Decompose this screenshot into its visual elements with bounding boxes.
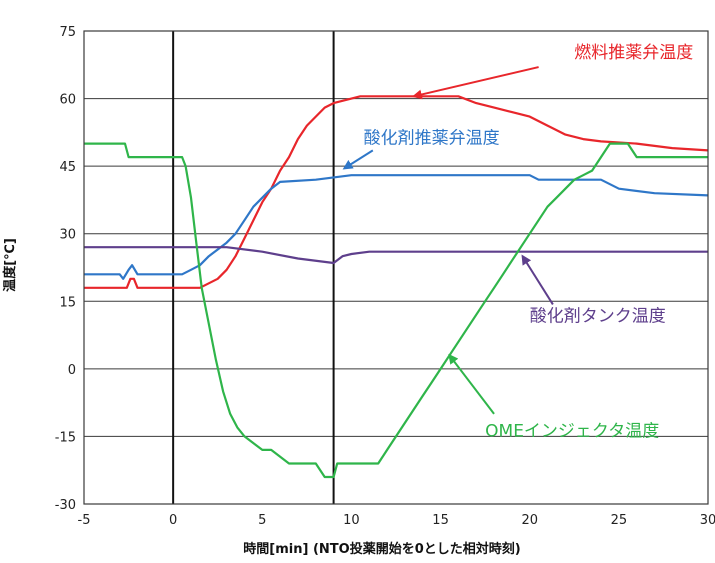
series-line-3 [84,246,708,265]
series-label-4: OMEインジェクタ温度 [485,421,659,441]
y-tick-label: 0 [68,363,76,378]
y-tick-label: 75 [59,25,76,40]
x-axis-label: 時間[min] (NTO投薬開始を0とした相対時刻) [243,541,520,557]
tick-labels: -30 -15 0 15 30 45 60 75 -5 0 5 10 15 20 25 30 [55,25,715,528]
plot-area-border [83,30,709,505]
x-tick-label: 5 [258,513,266,528]
series-label-1: 燃料推薬弁温度 [574,43,693,63]
annotation-arrow-1 [411,66,539,100]
x-tick-label: -5 [78,513,91,528]
x-tick-label: 10 [343,513,360,528]
annotation-arrow-2 [342,149,374,170]
series-label-3: 酸化剤タンク温度 [530,307,666,327]
vertical-marker-lines [172,31,335,504]
y-tick-label: 45 [59,160,76,175]
y-axis-label: 温度[℃] [2,238,18,292]
series-line-2 [84,174,709,280]
series-lines [84,95,709,479]
x-tick-label: 20 [521,513,538,528]
annotation-arrow-3 [521,254,554,305]
y-tick-label: 15 [59,295,76,310]
y-tick-label: -30 [55,498,76,513]
y-tick-label: -15 [55,430,76,445]
x-tick-label: 25 [611,513,628,528]
x-tick-label: 30 [700,513,715,528]
annotation-arrow-4 [448,353,495,415]
y-tick-label: 30 [59,228,76,243]
series-line-4 [84,142,708,479]
y-tick-label: 60 [59,93,76,108]
series-label-2: 酸化剤推薬弁温度 [364,129,500,149]
plot-frame [83,30,709,505]
x-tick-label: 0 [169,513,177,528]
x-tick-label: 15 [432,513,449,528]
series-line-1 [84,95,709,289]
gridlines [84,30,708,505]
